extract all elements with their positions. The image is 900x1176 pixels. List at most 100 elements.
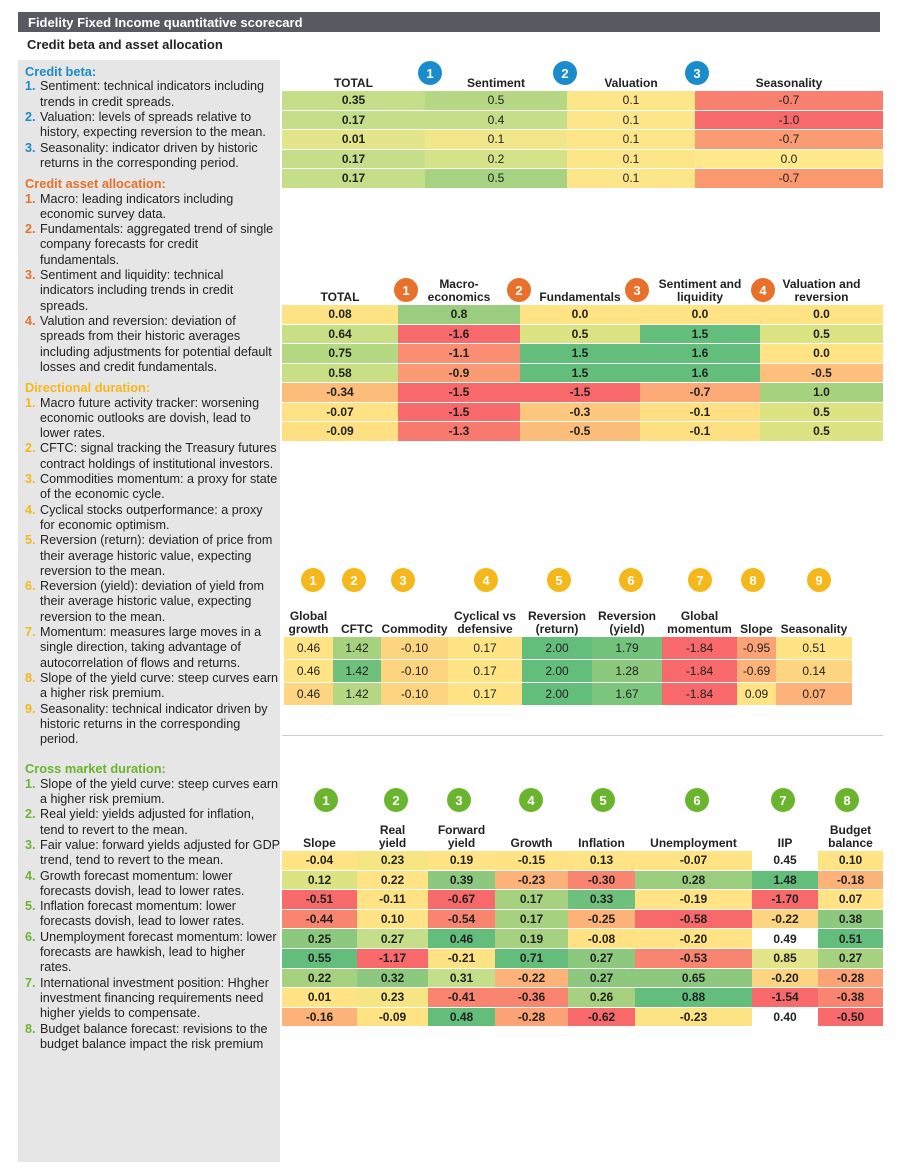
legend-item: 1. Sentiment: technical indicators includ… [25, 79, 280, 110]
column-header: Global growth [288, 609, 329, 636]
table-cell: 1.79 [592, 637, 662, 660]
section-heading: Credit beta: [25, 64, 97, 79]
legend-item: 3. Commodities momentum: a proxy for stat… [25, 472, 280, 503]
column-marker: 7 [688, 568, 712, 592]
column-header: Slope [740, 622, 773, 636]
item-number: 3. [25, 140, 36, 155]
legend-item: 3. Fair value: forward yields adjusted fo… [25, 838, 280, 869]
column-header: Reversion (return) [527, 609, 587, 636]
table-cell: -0.58 [635, 909, 752, 930]
table-cell: 0.28 [635, 870, 752, 891]
table-cell: 0.88 [635, 988, 752, 1008]
table-cell: 0.8 [398, 305, 520, 325]
column-marker: 1 [394, 278, 418, 302]
table-cell: -1.1 [398, 344, 520, 364]
table-cell: 1.28 [592, 660, 662, 683]
table-cell: -0.08 [568, 929, 635, 949]
table-cell: 0.5 [760, 324, 883, 344]
legend-item: 5. Reversion (return): deviation of price… [25, 533, 280, 579]
legend-item: 8. Budget balance forecast: revisions to … [25, 1022, 280, 1053]
page-subtitle: Credit beta and asset allocation [27, 37, 223, 52]
column-marker: 8 [741, 568, 765, 592]
table-cell: 0.26 [568, 988, 635, 1008]
item-text: Macro: leading indicators including econ… [40, 191, 234, 221]
item-text: Seasonality: indicator driven by histori… [40, 140, 258, 170]
column-marker: 9 [807, 568, 831, 592]
table-cell: -0.28 [818, 968, 883, 989]
table-cell: -0.44 [282, 909, 357, 930]
legend-item: 4. Valution and reversion: deviation of s… [25, 314, 280, 375]
table-cell: 0.17 [282, 149, 425, 169]
column-header: Real yield [378, 823, 407, 850]
table-cell: 1.5 [640, 324, 760, 344]
table-cell: 1.5 [520, 363, 640, 383]
legend-item: 3. Seasonality: indicator driven by histo… [25, 141, 280, 172]
item-number: 3. [25, 472, 36, 487]
table-cell: -0.36 [495, 988, 568, 1008]
table-cell: 0.27 [568, 949, 635, 969]
table-cell: 0.58 [282, 363, 398, 383]
table-cell: -0.16 [282, 1007, 357, 1028]
table-cell: -0.50 [818, 1007, 883, 1028]
table-cell: 0.31 [428, 968, 495, 989]
table-cell: -1.5 [398, 383, 520, 403]
table-cell: 0.27 [568, 968, 635, 989]
column-header: IIP [777, 836, 793, 850]
section-heading: Credit asset allocation: [25, 176, 166, 192]
table-cell: -0.07 [635, 851, 752, 871]
table-cell: 0.17 [282, 169, 425, 189]
item-number: 2. [25, 222, 36, 237]
column-marker: 3 [447, 788, 471, 812]
table-cell: -0.62 [568, 1007, 635, 1028]
item-text: Fair value: forward yields adjusted for … [40, 837, 280, 868]
item-text: Reversion (yield): deviation of yield fr… [40, 579, 264, 624]
table-cell: 0.0 [520, 305, 640, 325]
item-number: 5. [25, 899, 36, 914]
table-cell: 0.75 [282, 344, 398, 364]
table-cell: 0.65 [635, 968, 752, 989]
table-cell: -0.23 [495, 870, 568, 891]
column-header: Sentiment and liquidity [658, 277, 742, 304]
table-cell: -0.04 [282, 851, 357, 871]
table-cell: -0.1 [640, 402, 760, 422]
item-text: Sentiment: technical indicators includin… [40, 79, 265, 109]
legend-section: Directional duration: 1. Macro future acti… [25, 380, 280, 747]
table-cell: 0.49 [752, 929, 818, 949]
table-cell: 0.23 [357, 988, 428, 1008]
table-cell: -0.19 [635, 890, 752, 910]
table-cell: -1.5 [520, 383, 640, 403]
item-text: Macro future activity tracker: worsening… [40, 395, 260, 441]
table-cell: 0.14 [776, 660, 852, 683]
legend-item: 7. International investment position: Hhg… [25, 976, 280, 1022]
legend-item: 9. Seasonality: technical indicator drive… [25, 702, 280, 748]
item-number: 1. [25, 395, 36, 410]
legend-item: 4. Growth forecast momentum: lower foreca… [25, 869, 280, 900]
table-cell: 1.5 [520, 344, 640, 364]
table-cell: -0.10 [381, 660, 448, 683]
table-cell: -0.10 [381, 637, 448, 660]
column-header: Valuation [604, 76, 658, 90]
table-cell: 0.40 [752, 1007, 818, 1028]
table-cell: 0.17 [448, 637, 522, 660]
table-cell: 0.35 [282, 91, 425, 111]
table-cell: 1.42 [333, 683, 381, 706]
table-cell: -0.3 [520, 402, 640, 422]
table-cell: -1.84 [662, 660, 737, 683]
table-cell: 0.51 [818, 929, 883, 949]
column-header: TOTAL [320, 290, 360, 304]
column-marker: 2 [553, 61, 577, 85]
item-number: 3. [25, 837, 36, 852]
table-cell: 0.5 [760, 402, 883, 422]
legend-item: 4. Cyclical stocks outperformance: a prox… [25, 503, 280, 534]
legend-section: Credit beta: 1. Sentiment: technical indic… [25, 64, 280, 171]
table-cell: -0.15 [495, 851, 568, 871]
legend-item: 7. Momentum: measures large moves in a si… [25, 625, 280, 671]
table-cell: 1.0 [760, 383, 883, 403]
table-cell: -0.7 [695, 130, 883, 150]
column-marker: 2 [507, 278, 531, 302]
table-cell: 0.39 [428, 870, 495, 891]
item-number: 4. [25, 868, 36, 883]
column-marker: 1 [301, 568, 325, 592]
column-marker: 5 [591, 788, 615, 812]
item-text: Real yield: yields adjusted for inflatio… [40, 807, 255, 837]
